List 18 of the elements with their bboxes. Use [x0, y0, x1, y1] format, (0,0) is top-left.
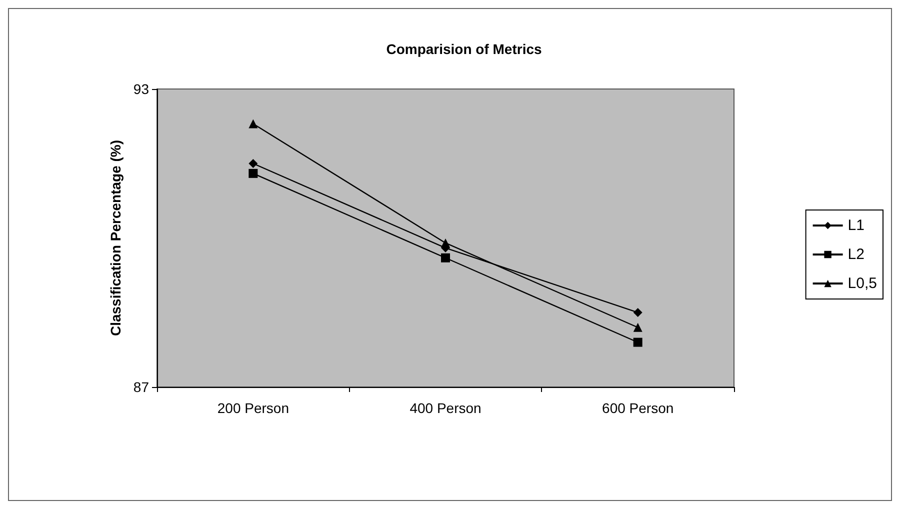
point [441, 238, 450, 248]
y-tick-label: 93 [133, 81, 150, 97]
y-tick-label: 87 [133, 379, 150, 395]
point [633, 308, 642, 317]
x-tick-label: 200 Person [217, 400, 289, 416]
point [248, 168, 258, 178]
point [441, 253, 450, 262]
x-tick-label: 400 Person [410, 400, 482, 416]
point [248, 119, 258, 128]
legend-label: L1 [848, 217, 864, 234]
point [633, 338, 642, 347]
legend-label: L0,5 [848, 275, 878, 292]
y-axis-title: Classification Percentage (%) [108, 140, 124, 336]
point [248, 159, 258, 168]
chart-title: Comparision of Metrics [386, 41, 542, 57]
x-tick-label: 600 Person [602, 400, 674, 416]
legend-label: L2 [848, 246, 864, 263]
point [633, 322, 642, 332]
